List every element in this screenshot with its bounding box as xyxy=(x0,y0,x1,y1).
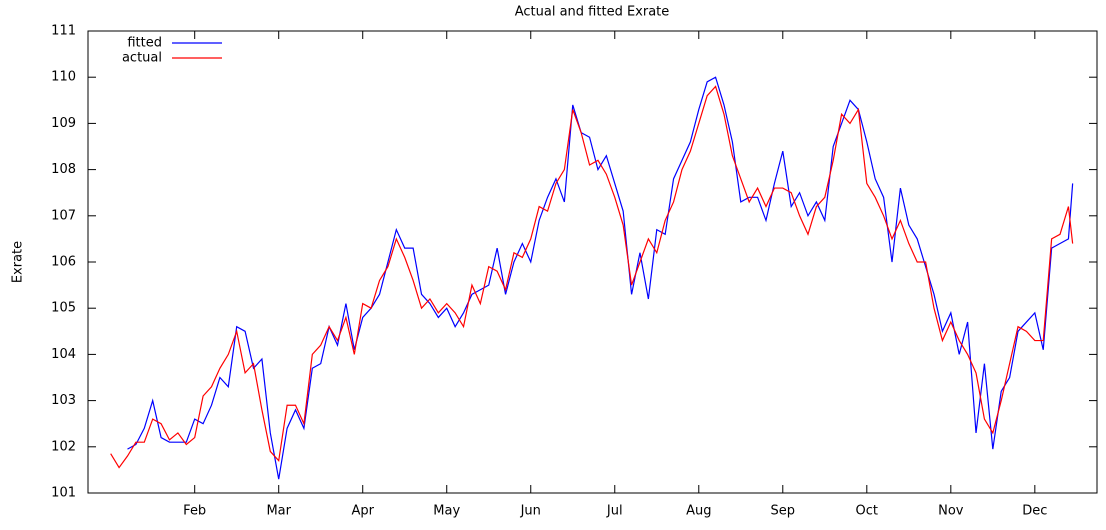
x-tick-label: Dec xyxy=(1022,504,1047,519)
y-tick-label: 111 xyxy=(51,24,76,39)
y-axis-label: Exrate xyxy=(11,241,26,283)
y-tick-label: 101 xyxy=(51,486,76,501)
x-tick-label: Feb xyxy=(183,504,206,519)
x-tick-label: Jun xyxy=(520,504,541,519)
y-tick-label: 106 xyxy=(51,255,76,270)
y-tick-label: 108 xyxy=(51,162,76,177)
x-tick-label: Jul xyxy=(606,504,623,519)
x-tick-label: Oct xyxy=(856,504,878,519)
y-tick-label: 109 xyxy=(51,116,76,131)
x-tick-label: Mar xyxy=(266,504,291,519)
y-tick-label: 103 xyxy=(51,393,76,408)
y-tick-label: 104 xyxy=(51,347,76,362)
series-line xyxy=(110,85,1074,469)
plot-frame xyxy=(87,30,1098,494)
x-tick-label: Apr xyxy=(351,504,374,519)
x-tick-label: Aug xyxy=(686,504,711,519)
x-tick-label: Sep xyxy=(771,504,796,519)
y-tick-label: 107 xyxy=(51,208,76,223)
y-tick-label: 102 xyxy=(51,439,76,454)
x-tick-label: Nov xyxy=(938,504,964,519)
legend-label: fitted xyxy=(127,36,162,51)
legend-label: actual xyxy=(122,51,162,66)
series-line xyxy=(127,76,1074,480)
chart-title: Actual and fitted Exrate xyxy=(515,5,670,20)
y-tick-label: 110 xyxy=(51,70,76,85)
x-tick-label: May xyxy=(433,504,460,519)
y-tick-label: 105 xyxy=(51,301,76,316)
